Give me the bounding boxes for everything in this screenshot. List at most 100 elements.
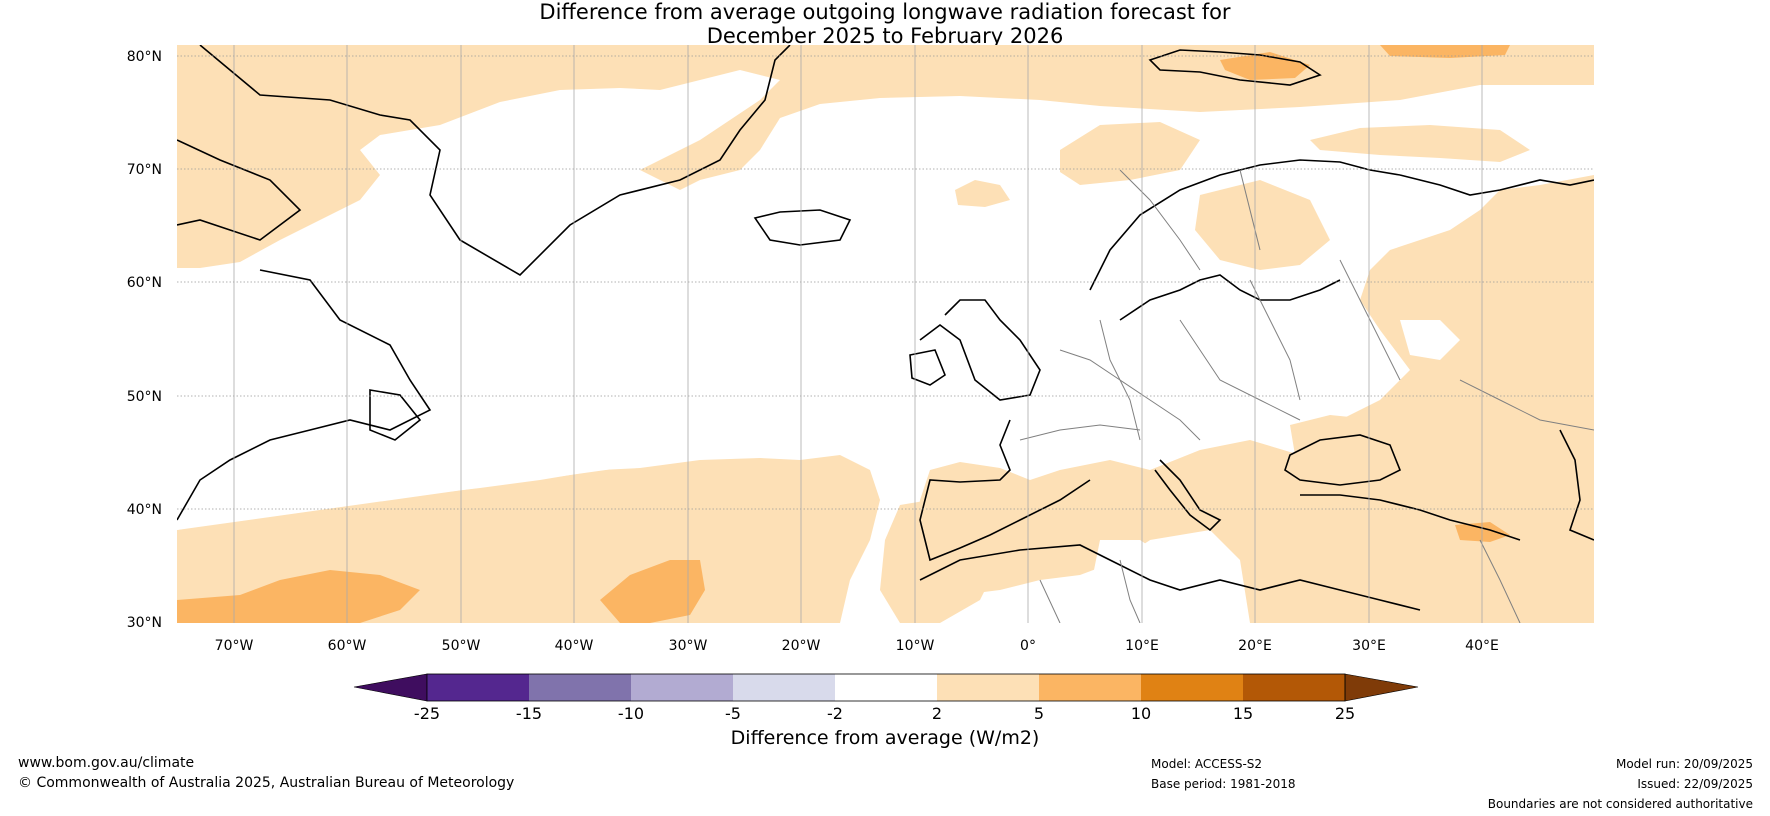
- neutral-caspian: [1400, 320, 1460, 360]
- coast-greenland: [199, 45, 791, 277]
- model-text: Model: ACCESS-S2: [1151, 757, 1263, 771]
- lat-label-70n: 70°N: [127, 162, 162, 178]
- colorbar-segment-7: [1039, 674, 1141, 701]
- region-arctic-ne: [1380, 45, 1510, 58]
- lon-label-20w: 20°W: [782, 638, 821, 654]
- title-line-1: Difference from average outgoing longwav…: [539, 0, 1231, 24]
- lat-label-40n: 40°N: [127, 502, 162, 518]
- border-7: [1119, 169, 1201, 271]
- title-line-2: December 2025 to February 2026: [706, 24, 1064, 48]
- colorbar-segment-5: [835, 674, 937, 701]
- region-small-blob: [955, 180, 1010, 207]
- lon-label-10e: 10°E: [1125, 638, 1159, 654]
- colorbar-segment-9: [1243, 674, 1345, 701]
- region-north-africa: [880, 500, 1000, 623]
- colorbar-outline: [426, 673, 1346, 702]
- border-5: [1339, 259, 1401, 381]
- lat-label-80n: 80°N: [127, 49, 162, 65]
- coast-europe-west: [919, 419, 1091, 562]
- colorbar-segment-1: [427, 674, 529, 701]
- coast-ireland: [909, 349, 946, 386]
- coast-british-isles: [919, 299, 1041, 401]
- coast-baltic: [1119, 274, 1341, 321]
- colorbar-tick-3: -10: [618, 704, 644, 723]
- colorbar-tick-4: -5: [725, 704, 741, 723]
- lon-label-30e: 30°E: [1352, 638, 1386, 654]
- longitude-labels: 70°W 60°W 50°W 40°W 30°W 20°W 10°W 0° 10…: [215, 638, 1499, 654]
- coast-arctic-russia: [1399, 174, 1594, 196]
- region-atlantic-mid: [600, 560, 705, 623]
- region-eurasia: [1030, 175, 1594, 623]
- colorbar-segment-8: [1141, 674, 1243, 701]
- region-atlantic-sw: [177, 570, 420, 623]
- issued-text: Issued: 22/09/2025: [1637, 777, 1753, 791]
- lon-label-60w: 60°W: [328, 638, 367, 654]
- colorbar-segment-2: [529, 674, 631, 701]
- colorbar-tick-10: 25: [1335, 704, 1355, 723]
- colorbar-title: Difference from average (W/m2): [730, 727, 1040, 749]
- coast-newfoundland: [369, 389, 422, 441]
- latitude-labels: 80°N 70°N 60°N 50°N 40°N 30°N: [127, 49, 162, 631]
- region-north-arctic: [177, 45, 1594, 268]
- colorbar-tick-6: 2: [932, 704, 942, 723]
- colorbar-tick-8: 10: [1131, 704, 1151, 723]
- colorbar-extend-high: [1344, 673, 1419, 702]
- border-3: [1179, 319, 1301, 421]
- region-middle-east: [1455, 522, 1510, 542]
- disclaimer-text: Boundaries are not considered authoritat…: [1487, 797, 1753, 811]
- border-10: [1479, 539, 1521, 623]
- country-borders: [1019, 169, 1594, 623]
- anomaly-5-to-10-regions: [177, 45, 1510, 623]
- border-12: [1039, 579, 1061, 623]
- lon-label-40e: 40°E: [1465, 638, 1499, 654]
- colorbar-tick-1: -25: [414, 704, 440, 723]
- coast-iceland: [753, 209, 852, 246]
- colorbar-segment-3: [631, 674, 733, 701]
- colorbar-tick-7: 5: [1034, 704, 1044, 723]
- lon-label-10w: 10°W: [896, 638, 935, 654]
- lon-label-30w: 30°W: [669, 638, 708, 654]
- colorbar-tick-labels: -25 -15 -10 -5 -2 2 5 10 15 25: [414, 704, 1355, 723]
- border-2: [1099, 319, 1141, 441]
- lat-label-50n: 50°N: [127, 389, 162, 405]
- border-8: [1239, 169, 1261, 251]
- colorbar-tick-9: 15: [1233, 704, 1253, 723]
- lon-label-0: 0°: [1020, 638, 1036, 654]
- lon-label-70w: 70°W: [215, 638, 254, 654]
- lat-label-30n: 30°N: [127, 615, 162, 631]
- coast-black-sea: [1284, 434, 1402, 486]
- border-6: [1019, 424, 1141, 441]
- lat-label-60n: 60°N: [127, 275, 162, 291]
- longitude-gridlines: [233, 45, 1483, 623]
- lon-label-40w: 40°W: [555, 638, 594, 654]
- map-area: [177, 45, 1594, 623]
- lon-label-50w: 50°W: [442, 638, 481, 654]
- chart-title: Difference from average outgoing longwav…: [0, 0, 1770, 48]
- region-barents: [1310, 125, 1530, 162]
- colorbar-segment-6: [937, 674, 1039, 701]
- border-11: [1119, 559, 1141, 623]
- border-4: [1249, 279, 1301, 401]
- border-9: [1459, 379, 1594, 431]
- coast-labrador: [177, 269, 432, 521]
- colorbar: [353, 673, 1419, 702]
- coast-north-africa: [919, 544, 1421, 611]
- coast-italy: [1154, 459, 1222, 532]
- website-link[interactable]: www.bom.gov.au/climate: [18, 755, 195, 771]
- region-black-sea: [1290, 415, 1400, 470]
- colorbar-extend-low: [353, 673, 428, 702]
- base-period-text: Base period: 1981-2018: [1151, 777, 1296, 791]
- coast-anatolia: [1300, 494, 1521, 541]
- border-1: [1059, 349, 1201, 441]
- latitude-gridlines: [177, 55, 1594, 510]
- coast-canada-arctic: [177, 139, 302, 241]
- colorbar-tick-2: -15: [516, 704, 542, 723]
- neutral-atlantic: [177, 468, 620, 530]
- model-run-text: Model run: 20/09/2025: [1615, 757, 1753, 771]
- copyright-text: © Commonwealth of Australia 2025, Austra…: [18, 775, 515, 791]
- colorbar-segment-4: [733, 674, 835, 701]
- coast-svalbard: [1148, 49, 1322, 86]
- coastlines: [177, 45, 1594, 611]
- region-svalbard: [1220, 52, 1310, 80]
- region-scandinavia: [1195, 180, 1330, 270]
